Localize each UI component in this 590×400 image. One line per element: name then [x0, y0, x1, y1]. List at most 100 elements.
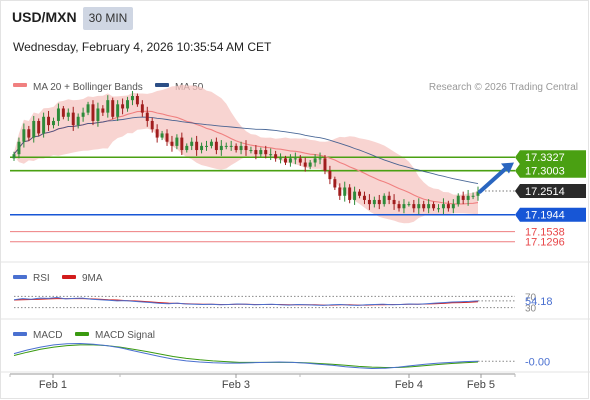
- candle-body: [328, 170, 332, 180]
- candle-body: [185, 145, 189, 151]
- candle-body: [362, 195, 366, 200]
- time-axis-label: Feb 4: [395, 379, 423, 391]
- ma50-legend-swatch: [155, 83, 169, 87]
- candle-body: [437, 208, 440, 210]
- ma20-legend-label: MA 20 + Bollinger Bands: [33, 82, 143, 93]
- candle-body: [81, 112, 85, 117]
- candle-body: [209, 141, 213, 146]
- ma50-line: [13, 116, 479, 185]
- candle-body: [397, 204, 401, 209]
- candle-body: [224, 145, 228, 147]
- rsi-ma-legend-swatch: [62, 275, 76, 279]
- macd-legend-label: MACD: [33, 330, 62, 341]
- candle-body: [392, 199, 396, 205]
- candle-body: [259, 150, 263, 155]
- forecast-arrow: [478, 164, 510, 194]
- candle-body: [165, 133, 169, 142]
- price-tag-resistance-bg: [515, 150, 586, 165]
- candle-body: [52, 120, 55, 126]
- candle-body: [456, 195, 460, 205]
- candle-body: [145, 112, 149, 121]
- candle-body: [229, 145, 233, 147]
- candle-body: [412, 204, 416, 209]
- price-tag-support: 17.1538: [525, 227, 565, 239]
- candle-body: [86, 104, 90, 113]
- macd-panel: -0.00: [13, 342, 550, 370]
- candle-body: [71, 112, 75, 126]
- price-tag-last: 17.2514: [525, 186, 565, 198]
- candle-body: [387, 195, 391, 200]
- macd-legend-swatch: [13, 332, 27, 336]
- candle-body: [279, 158, 283, 160]
- candle-body: [358, 191, 362, 196]
- candle-body: [303, 162, 307, 167]
- candle-body: [12, 154, 16, 159]
- price-tag-resistance: 17.3327: [525, 152, 565, 164]
- rsi-last-value: 54.18: [525, 296, 553, 308]
- candle-body: [372, 199, 376, 205]
- rsi-legend-swatch: [13, 275, 27, 279]
- candle-body: [461, 195, 465, 200]
- price-tag-pivot: 17.1944: [525, 210, 565, 222]
- candle-body: [27, 129, 31, 138]
- candle-body: [66, 112, 70, 117]
- candle-body: [116, 104, 120, 117]
- candle-body: [195, 141, 199, 151]
- candle-body: [96, 108, 100, 121]
- candle-body: [111, 100, 115, 117]
- candle-body: [377, 199, 381, 205]
- candle-body: [269, 154, 273, 156]
- candle-body: [22, 129, 26, 142]
- candle-body: [407, 204, 411, 206]
- candle-body: [432, 204, 436, 209]
- candle-body: [175, 137, 179, 146]
- candle-body: [91, 104, 95, 121]
- candle-body: [333, 179, 337, 188]
- candle-body: [32, 120, 36, 138]
- candle-body: [76, 116, 80, 126]
- price-panel: 17.3327 17.3003 17.2514 17.1944 17.153817.12…: [10, 84, 586, 249]
- time-axis-label: Feb 5: [467, 379, 495, 391]
- candle-body: [264, 150, 268, 155]
- candle-body: [56, 108, 60, 121]
- candle-body: [308, 162, 312, 167]
- candle-body: [106, 100, 110, 113]
- timeframe-badge[interactable]: 30 MIN: [83, 7, 133, 30]
- rsi-line: [13, 296, 479, 306]
- ma20-legend-swatch: [13, 83, 27, 87]
- research-credit: Research © 2026 Trading Central: [429, 82, 578, 93]
- candle-body: [61, 108, 65, 117]
- candle-body: [427, 204, 431, 209]
- candle-body: [353, 191, 357, 200]
- candle-body: [135, 96, 139, 105]
- candle-body: [451, 204, 455, 209]
- candle-body: [293, 158, 297, 160]
- candle-body: [140, 104, 144, 113]
- price-tag-resistance: 17.3003: [525, 166, 565, 178]
- candle-body: [42, 116, 46, 134]
- time-axis-label: Feb 3: [222, 379, 250, 391]
- candle-body: [348, 187, 352, 200]
- candle-body: [446, 204, 450, 209]
- candle-body: [402, 204, 406, 209]
- candle-body: [205, 145, 208, 147]
- candle-body: [441, 204, 445, 209]
- candle-body: [466, 195, 470, 200]
- macd-signal-legend-label: MACD Signal: [95, 330, 155, 341]
- candle-body: [244, 145, 248, 151]
- candle-body: [155, 129, 159, 138]
- macd-signal-legend-swatch: [75, 332, 89, 336]
- candle-body: [126, 100, 130, 109]
- timestamp: Wednesday, February 4, 2026 10:35:54 AM …: [13, 40, 272, 54]
- rsi-legend-label: RSI: [33, 273, 50, 284]
- candle-body: [313, 158, 317, 163]
- candle-body: [170, 141, 174, 146]
- price-tag-pivot-bg: [515, 207, 586, 222]
- candle-body: [160, 133, 164, 138]
- candle-body: [249, 150, 253, 152]
- candle-body: [150, 120, 154, 130]
- rsi-level-label: 30: [525, 304, 537, 315]
- forecast-arrow-head: [501, 162, 514, 174]
